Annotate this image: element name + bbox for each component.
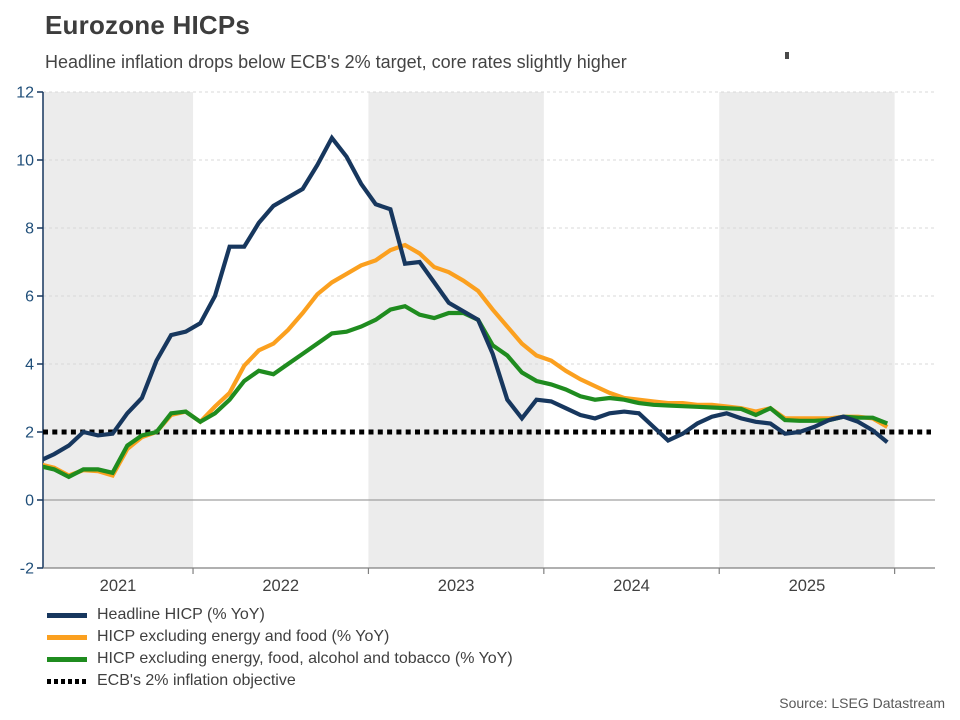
legend-swatch-ecb-target (47, 678, 87, 684)
legend-swatch-ex-energy-food (47, 634, 87, 640)
year-band-2025 (719, 92, 895, 568)
source-note: Source: LSEG Datastream (779, 695, 945, 711)
legend-label-headline: Headline HICP (% YoY) (97, 606, 265, 623)
x-year-label-2025: 2025 (789, 577, 826, 595)
legend-item-headline: Headline HICP (% YoY) (47, 604, 513, 626)
cursor-artifact (785, 52, 789, 59)
chart-subtitle: Headline inflation drops below ECB's 2% … (45, 52, 627, 72)
legend-label-ex-energy-food: HICP excluding energy and food (% YoY) (97, 628, 390, 645)
x-year-label-2021: 2021 (100, 577, 137, 595)
legend-item-ecb-target: ECB's 2% inflation objective (47, 670, 513, 692)
legend-item-core: HICP excluding energy, food, alcohol and… (47, 648, 513, 670)
chart-title: Eurozone HICPs (45, 10, 251, 40)
y-tick-label-0: 0 (25, 493, 34, 510)
legend-label-ecb-target: ECB's 2% inflation objective (97, 672, 296, 689)
y-tick-label-2: 2 (25, 425, 34, 442)
legend: Headline HICP (% YoY) HICP excluding ene… (47, 604, 513, 692)
y-tick-label-8: 8 (25, 221, 34, 238)
x-year-label-2022: 2022 (262, 577, 299, 595)
year-band-2021 (43, 92, 194, 568)
legend-swatch-core (47, 656, 87, 662)
y-tick-label-12: 12 (16, 85, 34, 102)
y-tick-label-10: 10 (16, 153, 34, 170)
x-year-label-2023: 2023 (438, 577, 475, 595)
year-band-2023 (368, 92, 544, 568)
y-tick-label-4: 4 (25, 357, 34, 374)
legend-swatch-headline (47, 612, 87, 618)
y-tick-label--2: -2 (20, 561, 34, 578)
x-year-label-2024: 2024 (613, 577, 650, 595)
legend-item-ex-energy-food: HICP excluding energy and food (% YoY) (47, 626, 513, 648)
y-tick-label-6: 6 (25, 289, 34, 306)
series-line-headline (43, 134, 889, 462)
legend-label-core: HICP excluding energy, food, alcohol and… (97, 650, 513, 667)
